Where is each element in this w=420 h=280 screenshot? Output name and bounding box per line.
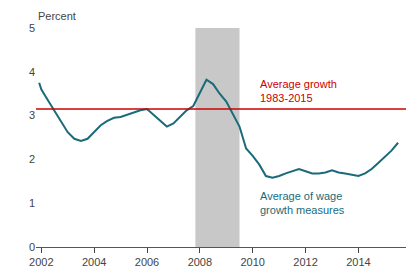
svg-text:Average of wagegrowth measures: Average of wagegrowth measures: [260, 190, 345, 216]
svg-text:2014: 2014: [346, 256, 370, 268]
svg-text:4: 4: [29, 66, 35, 78]
svg-text:1: 1: [29, 197, 35, 209]
svg-text:0: 0: [29, 241, 35, 253]
svg-text:2010: 2010: [240, 256, 264, 268]
svg-text:2012: 2012: [293, 256, 317, 268]
svg-text:5: 5: [29, 22, 35, 34]
svg-text:3: 3: [29, 109, 35, 121]
svg-text:2: 2: [29, 153, 35, 165]
svg-text:Percent: Percent: [38, 10, 76, 22]
svg-text:2008: 2008: [188, 256, 212, 268]
svg-text:2002: 2002: [29, 256, 53, 268]
svg-text:2006: 2006: [135, 256, 159, 268]
svg-text:Average growth1983-2015: Average growth1983-2015: [260, 78, 337, 104]
svg-text:2004: 2004: [82, 256, 106, 268]
